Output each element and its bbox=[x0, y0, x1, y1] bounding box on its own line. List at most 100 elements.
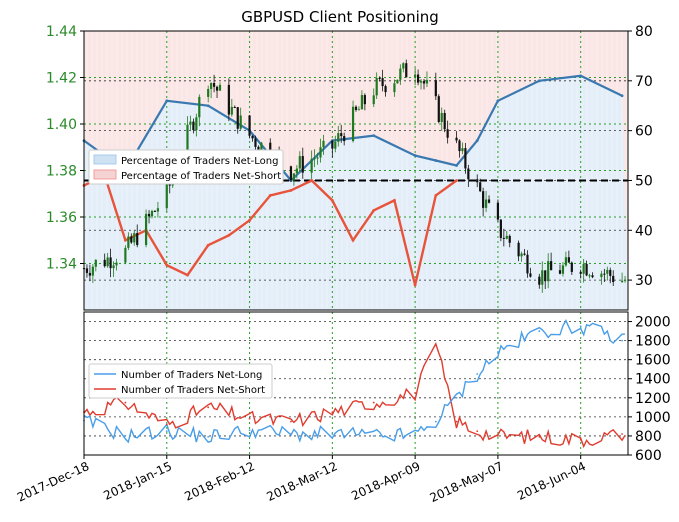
candle-body bbox=[88, 272, 92, 276]
net-short-point bbox=[165, 263, 169, 267]
legend-label-net-short: Percentage of Traders Net-Short bbox=[121, 171, 281, 182]
candle-body bbox=[461, 148, 464, 152]
candle-body bbox=[109, 257, 112, 269]
net-long-point bbox=[579, 74, 583, 78]
candle-body bbox=[476, 179, 479, 183]
x-tick-label: 2018-Apr-09 bbox=[349, 459, 422, 503]
candle-body bbox=[399, 68, 402, 80]
candle-body bbox=[440, 112, 443, 122]
net-long-point bbox=[455, 164, 458, 167]
x-tick-label: 2018-Mar-12 bbox=[265, 459, 340, 504]
candle-body bbox=[251, 135, 254, 139]
net-short-point bbox=[330, 198, 334, 202]
candle-body bbox=[393, 83, 396, 93]
price-tick-label: 1.42 bbox=[46, 71, 77, 87]
legend-label-net-long: Percentage of Traders Net-Long bbox=[121, 156, 279, 167]
bottom-legend-box bbox=[88, 363, 273, 399]
net-long-count-point bbox=[248, 429, 251, 432]
candle-body bbox=[567, 257, 570, 263]
net-short-point bbox=[413, 283, 417, 287]
candle-body bbox=[520, 253, 523, 257]
candle-body bbox=[360, 95, 364, 110]
candle-body bbox=[538, 276, 541, 285]
candle-body bbox=[195, 117, 198, 131]
net-short-count-point bbox=[455, 420, 458, 423]
candle-body bbox=[416, 74, 420, 83]
candle-body bbox=[612, 275, 615, 282]
net-long-count-point bbox=[497, 351, 499, 353]
candle-body bbox=[239, 115, 242, 129]
candle-body bbox=[508, 235, 511, 243]
count-tick-label: 1800 bbox=[635, 334, 671, 350]
candle-body bbox=[310, 158, 313, 173]
count-tick-label: 800 bbox=[635, 429, 662, 445]
candle-body bbox=[544, 270, 547, 282]
candle-body bbox=[396, 79, 399, 84]
net-long-count-point bbox=[331, 433, 334, 435]
candle-body bbox=[186, 124, 189, 166]
candle-body bbox=[130, 236, 133, 243]
count-tick-label: 1000 bbox=[635, 410, 671, 426]
percent-tick-label: 70 bbox=[635, 74, 653, 90]
candle-body bbox=[94, 259, 97, 267]
top-legend: Percentage of Traders Net-Long Percentage… bbox=[88, 149, 284, 185]
candle-body bbox=[405, 63, 408, 78]
net-long-count-line bbox=[83, 319, 625, 444]
candle-body bbox=[467, 168, 470, 180]
x-tick-label: 2018-May-07 bbox=[428, 459, 506, 505]
net-short-point bbox=[123, 238, 127, 242]
net-long-line bbox=[83, 74, 623, 183]
percent-tick-label: 40 bbox=[635, 223, 653, 239]
candle-body bbox=[620, 280, 624, 282]
candle-body bbox=[363, 95, 366, 105]
count-tick-label: 600 bbox=[635, 448, 662, 464]
candle-body bbox=[136, 233, 139, 246]
net-short-count-point bbox=[207, 406, 210, 409]
candle-body bbox=[340, 133, 343, 137]
net-short-point bbox=[434, 194, 438, 197]
net-long-count-point bbox=[538, 330, 541, 332]
candle-body bbox=[505, 235, 508, 239]
net-long-count-point bbox=[372, 435, 375, 437]
net-long-count-point bbox=[290, 433, 292, 435]
candle-body bbox=[603, 273, 606, 275]
net-long-point bbox=[206, 104, 210, 108]
candle-body bbox=[623, 279, 627, 281]
candle-body bbox=[106, 257, 109, 267]
candle-body bbox=[127, 236, 130, 248]
candle-body bbox=[319, 147, 322, 158]
candle-body bbox=[292, 173, 296, 181]
candle-body bbox=[254, 138, 257, 147]
candle-body bbox=[91, 266, 94, 276]
candle-body bbox=[144, 213, 148, 246]
net-short-count-point bbox=[434, 344, 437, 347]
percent-tick-label: 30 bbox=[635, 273, 653, 289]
candle-body bbox=[198, 96, 201, 118]
candle-body bbox=[402, 63, 405, 69]
price-tick-label: 1.36 bbox=[46, 210, 77, 226]
candle-body bbox=[455, 137, 458, 141]
candle-body bbox=[289, 166, 293, 181]
candle-body bbox=[479, 182, 482, 192]
candle-body bbox=[334, 141, 337, 149]
candle-body bbox=[230, 106, 233, 115]
net-short-point bbox=[393, 198, 396, 202]
net-long-count-point bbox=[165, 430, 168, 433]
candle-body bbox=[150, 210, 154, 217]
price-candles bbox=[82, 59, 627, 293]
legend-label-net-long-count: Number of Traders Net-Long bbox=[121, 370, 262, 381]
candle-body bbox=[414, 74, 417, 78]
candle-body bbox=[337, 133, 340, 142]
candle-body bbox=[434, 80, 437, 97]
candle-body bbox=[322, 140, 325, 148]
candle-body bbox=[381, 78, 384, 87]
net-long-point bbox=[413, 154, 417, 157]
net-long-point bbox=[620, 94, 624, 98]
percent-tick-label: 60 bbox=[635, 124, 653, 140]
top-legend-box bbox=[88, 149, 284, 185]
net-short-count-point bbox=[538, 435, 541, 438]
candle-body bbox=[115, 262, 118, 266]
candle-body bbox=[372, 95, 375, 105]
candle-body bbox=[484, 199, 488, 208]
